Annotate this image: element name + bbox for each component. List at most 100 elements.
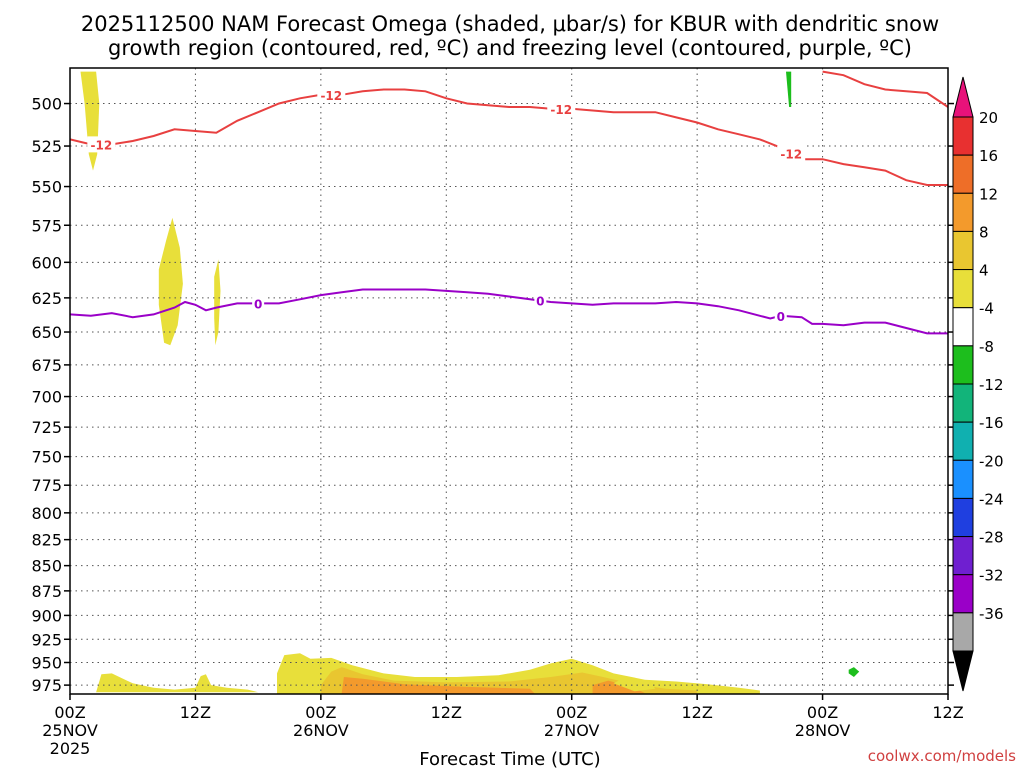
- x-axis-title: Forecast Time (UTC): [419, 749, 600, 768]
- omega-region-2: [214, 259, 221, 346]
- y-tick-label-950: 950: [31, 653, 62, 672]
- colorbar-swatch-13: [952, 612, 974, 652]
- x-tick-date-24: 26NOV: [293, 721, 349, 740]
- contour-line-0: [70, 88, 948, 186]
- chart-title-line-2: growth region (contoured, red, ºC) and f…: [108, 36, 912, 60]
- y-tick-label-875: 875: [31, 582, 62, 601]
- contour-label-bg: [547, 100, 576, 117]
- omega-region-3: [96, 673, 259, 693]
- x-tick-label-60: 12Z: [681, 703, 712, 722]
- x-tick-date-72: 28NOV: [795, 721, 851, 740]
- colorbar-swatch-4: [952, 269, 974, 309]
- colorbar-swatch-3: [952, 230, 974, 271]
- x-tick-label-72: 00Z: [807, 703, 838, 722]
- contour-line-1: [822, 70, 948, 108]
- y-tick-label-575: 575: [31, 216, 62, 235]
- colorbar-label-7: -12: [979, 376, 1004, 394]
- y-tick-label-600: 600: [31, 253, 62, 272]
- colorbar-swatch-9: [952, 459, 974, 499]
- contour-label-0-2: -12: [550, 103, 572, 117]
- x-tick-label-48: 00Z: [556, 703, 587, 722]
- contour-label-0-0: -12: [91, 138, 113, 152]
- contour-label-bg: [534, 292, 547, 309]
- colorbar-label-13: -36: [979, 605, 1004, 623]
- colorbar-label-11: -28: [979, 529, 1004, 547]
- colorbar-swatch-7: [952, 383, 974, 423]
- contour-label-bg: [774, 307, 787, 324]
- colorbar-swatch-0: [952, 116, 974, 156]
- x-tick-date-0: 25NOV: [42, 721, 98, 740]
- colorbar-over-triangle: [952, 76, 974, 118]
- grid-layer: [70, 68, 948, 694]
- contour-label-0-3: -12: [780, 147, 802, 161]
- y-tick-label-650: 650: [31, 323, 62, 342]
- colorbar-label-8: -16: [979, 414, 1004, 432]
- colorbar-label-12: -32: [979, 567, 1004, 585]
- contour-label-bg: [252, 295, 265, 312]
- contour-label-2-1: 0: [536, 295, 544, 309]
- x-tick-date-48: 27NOV: [544, 721, 600, 740]
- y-tick-label-550: 550: [31, 178, 62, 197]
- x-tick-year-0: 2025: [50, 739, 91, 758]
- credit-text: coolwx.com/models: [868, 747, 1016, 765]
- pressure-axis: 500 525 550 575 600 625 650 675 700 725 750 775 800 8…: [31, 95, 954, 695]
- y-tick-label-925: 925: [31, 630, 62, 649]
- y-tick-label-725: 725: [31, 418, 62, 437]
- colorbar-swatch-11: [952, 536, 974, 576]
- omega-region-8: [613, 677, 656, 692]
- omega-region-9: [786, 71, 792, 107]
- x-tick-label-24: 00Z: [305, 703, 336, 722]
- y-tick-label-700: 700: [31, 388, 62, 407]
- y-tick-label-850: 850: [31, 557, 62, 576]
- contour-label-bg: [777, 145, 806, 162]
- contour-label-bg: [317, 86, 346, 103]
- omega-colorbar: 20 16 12 8 4 -4 -8 -12 -16 -20 -24 -28 -32 -36: [952, 76, 1004, 692]
- colorbar-swatch-1: [952, 154, 974, 194]
- contour-label-2-0: 0: [254, 297, 262, 311]
- y-tick-label-975: 975: [31, 676, 62, 695]
- x-tick-label-12: 12Z: [180, 703, 211, 722]
- colorbar-label-3: 8: [979, 223, 989, 241]
- x-tick-label-84: 12Z: [932, 703, 963, 722]
- colorbar-label-0: 20: [979, 109, 998, 127]
- omega-region-0: [80, 71, 100, 171]
- contour-layer: -12 -12 -12 -12 0 0 0: [70, 70, 948, 335]
- y-tick-label-900: 900: [31, 606, 62, 625]
- x-tick-label-0: 00Z: [54, 703, 85, 722]
- colorbar-label-10: -24: [979, 490, 1004, 508]
- omega-region-6: [341, 677, 536, 694]
- contour-line-2: [70, 288, 948, 335]
- colorbar-under-triangle: [952, 650, 974, 692]
- plot-frame: [69, 67, 949, 695]
- omega-region-1: [158, 217, 183, 346]
- chart-title-line-1: 2025112500 NAM Forecast Omega (shaded, μ…: [81, 12, 939, 36]
- y-tick-label-500: 500: [31, 95, 62, 114]
- colorbar-swatch-10: [952, 497, 974, 538]
- colorbar-label-4: 4: [979, 262, 989, 280]
- y-tick-label-800: 800: [31, 504, 62, 523]
- y-tick-label-825: 825: [31, 531, 62, 550]
- omega-shading-layer: [80, 71, 860, 694]
- contour-label-0-1: -12: [320, 89, 342, 103]
- contour-label-bg: [87, 136, 116, 153]
- y-tick-label-750: 750: [31, 448, 62, 467]
- y-tick-label-675: 675: [31, 356, 62, 375]
- y-tick-label-625: 625: [31, 289, 62, 308]
- y-tick-label-775: 775: [31, 476, 62, 495]
- y-tick-label-525: 525: [31, 137, 62, 156]
- omega-region-10: [848, 667, 860, 677]
- colorbar-swatch-8: [952, 421, 974, 461]
- colorbar-swatch-6: [952, 345, 974, 385]
- colorbar-label-9: -20: [979, 452, 1004, 470]
- colorbar-label-2: 12: [979, 185, 998, 203]
- contour-label-2-2: 0: [777, 310, 785, 324]
- colorbar-label-5: -4: [979, 300, 994, 318]
- x-tick-label-36: 12Z: [431, 703, 462, 722]
- colorbar-swatch-12: [952, 574, 974, 614]
- omega-region-7: [592, 680, 645, 694]
- colorbar-swatch-2: [952, 192, 974, 232]
- colorbar-label-6: -8: [979, 338, 994, 356]
- colorbar-swatch-5: [952, 307, 974, 347]
- colorbar-label-1: 16: [979, 147, 998, 165]
